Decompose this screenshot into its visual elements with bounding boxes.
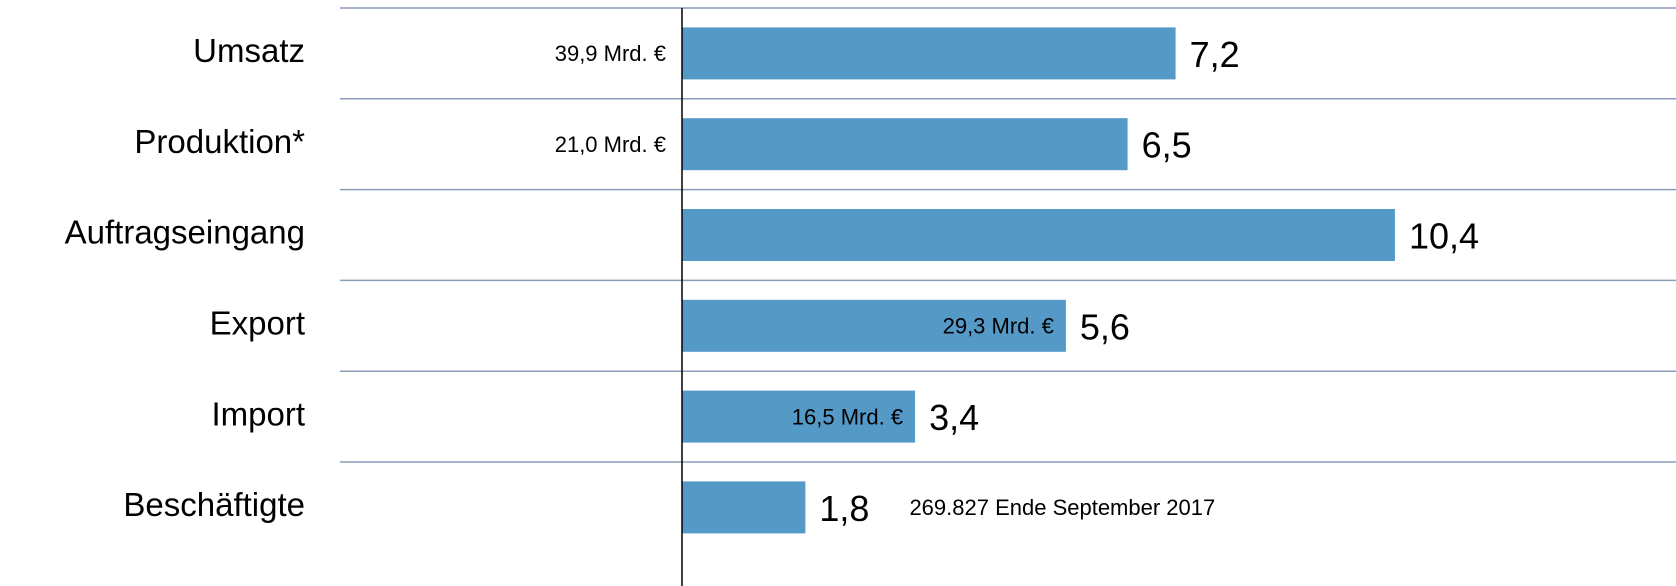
note-label: 21,0 Mrd. € xyxy=(555,132,666,157)
category-label: Auftragseingang xyxy=(65,214,305,251)
category-label: Produktion* xyxy=(134,123,305,160)
bar xyxy=(682,390,916,443)
value-label: 7,2 xyxy=(1190,34,1240,75)
bar xyxy=(682,118,1128,171)
bar xyxy=(682,27,1176,80)
category-label: Umsatz xyxy=(193,32,305,69)
note-label: 269.827 Ende September 2017 xyxy=(909,495,1215,520)
note-label: 39,9 Mrd. € xyxy=(555,41,666,66)
category-label: Export xyxy=(210,305,305,342)
value-label: 10,4 xyxy=(1409,216,1479,257)
bar xyxy=(682,481,806,534)
bar xyxy=(682,209,1395,261)
bar xyxy=(682,299,1066,352)
category-label: Import xyxy=(211,395,305,432)
value-label: 3,4 xyxy=(929,397,979,438)
value-label: 1,8 xyxy=(819,488,869,529)
value-label: 5,6 xyxy=(1080,306,1130,347)
category-label: Beschäftigte xyxy=(123,486,305,523)
note-label: 29,3 Mrd. € xyxy=(943,314,1054,339)
note-label: 16,5 Mrd. € xyxy=(792,404,903,429)
value-label: 6,5 xyxy=(1142,125,1192,166)
